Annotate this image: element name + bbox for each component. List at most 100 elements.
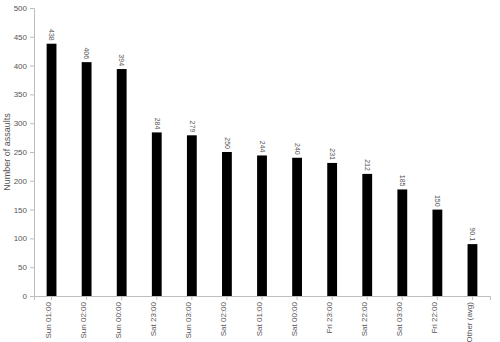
x-tick-label: Fri 22:00 [430,301,439,333]
x-tick-label: Other (avg) [465,302,474,342]
y-tick-mark [30,296,34,297]
data-label: 438 [48,29,55,41]
x-tick: Fri 23:00 [325,296,334,334]
y-tick-mark [30,238,34,239]
data-label: 90.1 [469,227,476,241]
x-tick-mark [472,296,473,300]
y-axis-line [30,9,35,297]
y-tick: 150 [14,206,34,215]
y-tick-label: 100 [14,234,28,243]
y-axis: 0 50 100 150 200 250 300 350 400 450 500 [14,4,35,301]
x-tick: Sun 02:00 [79,296,88,338]
y-tick: 50 [18,263,34,272]
bar [152,132,162,296]
data-label: 212 [364,159,371,171]
x-tick-label: Sat 22:00 [360,301,369,336]
x-tick: Other (avg) [465,296,474,342]
y-tick-label: 200 [14,177,28,186]
y-tick: 300 [14,119,34,128]
y-tick-label: 0 [23,292,28,301]
x-tick: Sat 22:00 [360,296,369,336]
x-tick-mark [156,296,157,300]
y-tick-label: 450 [14,33,28,42]
y-tick-label: 50 [18,263,27,272]
data-label: 250 [224,137,231,149]
x-tick-mark [262,296,263,300]
y-tick-mark [30,152,34,153]
x-tick-mark [332,296,333,300]
y-tick-label: 500 [14,4,28,13]
x-tick: Sat 00:00 [290,296,299,336]
bar [432,210,442,296]
y-tick: 200 [14,177,34,186]
bar [82,62,92,296]
y-tick-label: 150 [14,206,28,215]
bar [47,44,57,296]
x-tick: Fri 22:00 [430,296,439,334]
data-label: 240 [294,143,301,155]
bar [222,152,232,296]
x-tick-label: Sun 01:00 [44,301,53,338]
bar [397,189,407,296]
y-tick-mark [30,66,34,67]
y-tick-label: 400 [14,62,28,71]
y-tick-mark [30,210,34,211]
y-tick: 100 [14,234,34,243]
y-tick: 0 [23,292,34,301]
bar [257,155,267,296]
y-tick: 450 [14,33,34,42]
data-label: 150 [434,195,441,207]
bar [187,135,197,296]
y-tick: 500 [14,4,34,13]
y-tick: 350 [14,90,34,99]
data-labels: 43840639428427925024424023121218515090.1 [48,29,476,241]
x-tick-mark [191,296,192,300]
y-tick-label: 350 [14,90,28,99]
x-tick: Sat 03:00 [395,296,404,336]
x-tick: Sat 02:00 [219,296,228,336]
y-tick-mark [30,37,34,38]
x-tick: Sat 23:00 [149,296,158,336]
bar [468,244,478,296]
bar [117,69,127,296]
y-tick-mark [30,181,34,182]
y-tick-mark [30,267,34,268]
x-tick-label: Sun 02:00 [79,301,88,338]
x-tick-mark [402,296,403,300]
y-tick-label: 300 [14,119,28,128]
x-tick-mark [437,296,438,300]
x-tick-label: Sun 03:00 [184,301,193,338]
y-tick-label: 250 [14,148,28,157]
data-label: 406 [83,47,90,59]
x-axis-line [35,297,491,301]
data-label: 231 [329,148,336,160]
x-tick-label: Fri 23:00 [325,301,334,333]
x-tick-label: Sat 01:00 [255,301,264,336]
x-tick: Sat 01:00 [255,296,264,336]
y-tick: 400 [14,62,34,71]
x-tick-label: Sun 00:00 [114,301,123,338]
bars [47,44,478,296]
y-tick-mark [30,94,34,95]
y-axis-title: Number of assaults [2,113,12,191]
x-tick-label: Sat 23:00 [149,301,158,336]
x-tick: Sun 00:00 [114,296,123,338]
x-tick-mark [121,296,122,300]
x-tick-mark [51,296,52,300]
y-tick-mark [30,8,34,9]
x-tick-mark [367,296,368,300]
x-tick-mark [226,296,227,300]
x-axis: Sun 01:00 Sun 02:00 Sun 00:00 Sat 23:00 Sun … [35,296,491,342]
bar [292,158,302,296]
data-label: 394 [118,54,125,66]
x-tick-label: Sat 00:00 [290,301,299,336]
data-label: 284 [154,118,161,130]
x-tick-label: Sat 03:00 [395,301,404,336]
bar [362,174,372,296]
y-tick: 250 [14,148,34,157]
x-tick-mark [86,296,87,300]
bar [327,163,337,296]
data-label: 279 [189,121,196,133]
x-tick-mark [297,296,298,300]
x-tick: Sun 01:00 [44,296,53,338]
